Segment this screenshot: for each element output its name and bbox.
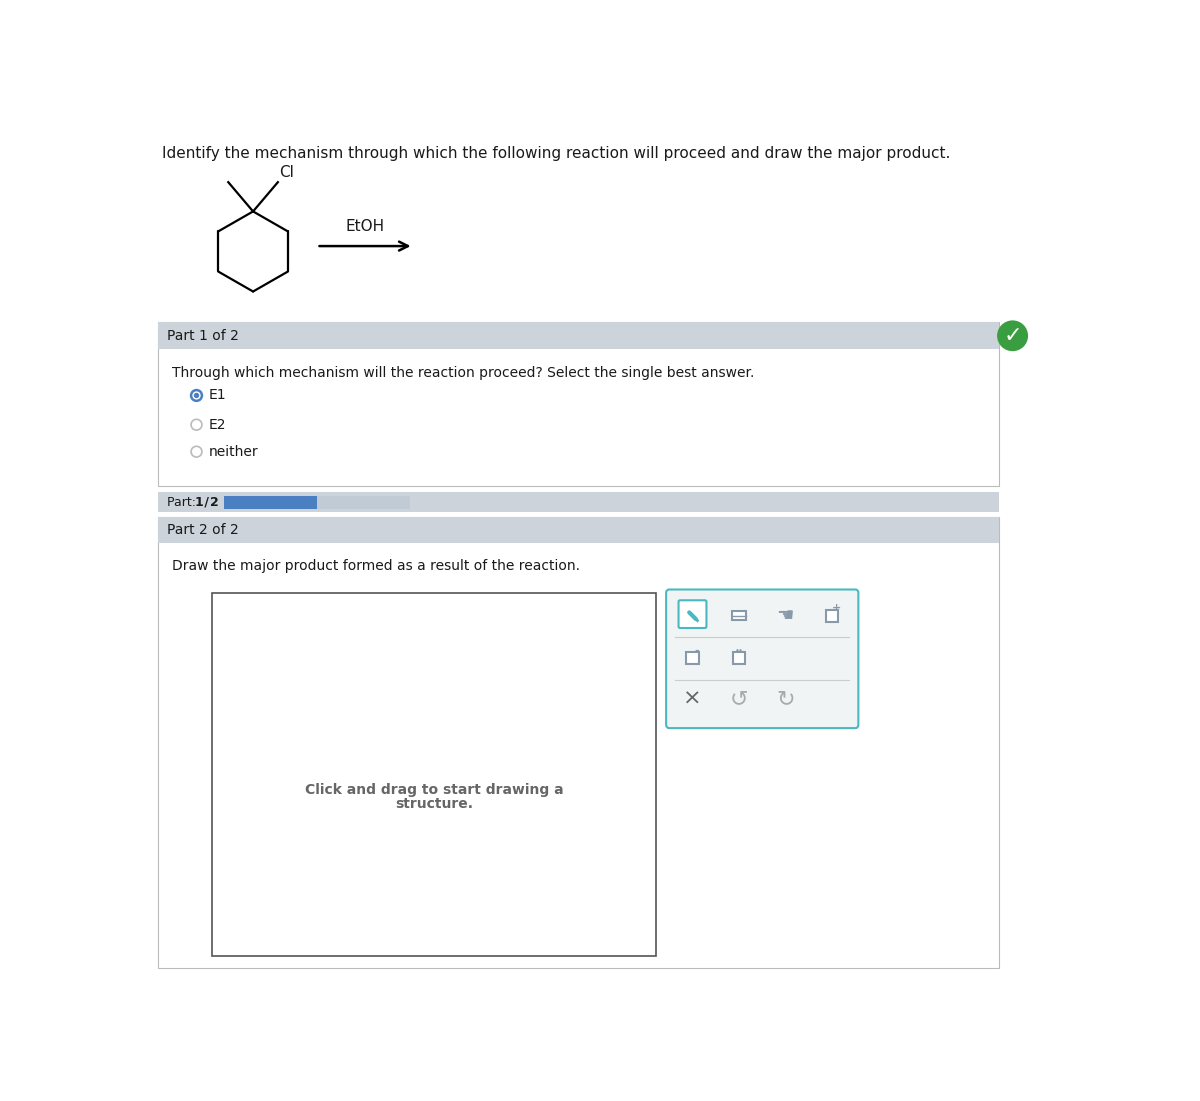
Text: ×: × [683,689,702,709]
FancyBboxPatch shape [666,589,858,728]
Text: structure.: structure. [395,796,473,810]
Bar [157,323,998,487]
Bar [157,492,998,512]
Text: /: / [200,495,214,509]
Text: ✓: ✓ [1003,326,1022,346]
Circle shape [739,650,742,652]
Text: ☚: ☚ [776,607,794,625]
Text: +: + [832,603,841,613]
Circle shape [193,393,199,399]
Circle shape [191,419,202,430]
Text: Cl: Cl [278,165,294,179]
Text: Part 1 of 2: Part 1 of 2 [167,329,239,342]
Bar [212,592,656,956]
Bar [157,323,998,349]
Circle shape [191,446,202,457]
Bar [157,517,998,968]
Text: Part 2 of 2: Part 2 of 2 [167,523,239,537]
Circle shape [997,320,1028,351]
FancyBboxPatch shape [686,652,698,664]
Text: neither: neither [209,445,258,459]
FancyBboxPatch shape [678,600,707,628]
Circle shape [737,650,739,652]
Bar [317,495,409,509]
FancyBboxPatch shape [826,610,839,622]
Text: Draw the major product formed as a result of the reaction.: Draw the major product formed as a resul… [172,559,580,574]
Text: EtOH: EtOH [346,219,385,233]
FancyBboxPatch shape [732,611,746,620]
Text: -: - [695,645,700,655]
Text: 2: 2 [210,495,220,509]
Text: 1: 1 [194,495,203,509]
Bar [223,495,317,509]
Text: ↻: ↻ [776,689,794,709]
Bar [157,517,998,543]
Text: Click and drag to start drawing a: Click and drag to start drawing a [305,783,563,797]
FancyBboxPatch shape [733,652,745,664]
Text: E2: E2 [209,417,227,432]
Text: Part:: Part: [167,495,200,509]
Text: ↺: ↺ [730,689,749,709]
Text: Identify the mechanism through which the following reaction will proceed and dra: Identify the mechanism through which the… [162,146,950,161]
Circle shape [191,390,202,401]
Text: E1: E1 [209,389,227,403]
Text: Through which mechanism will the reaction proceed? Select the single best answer: Through which mechanism will the reactio… [172,367,754,380]
